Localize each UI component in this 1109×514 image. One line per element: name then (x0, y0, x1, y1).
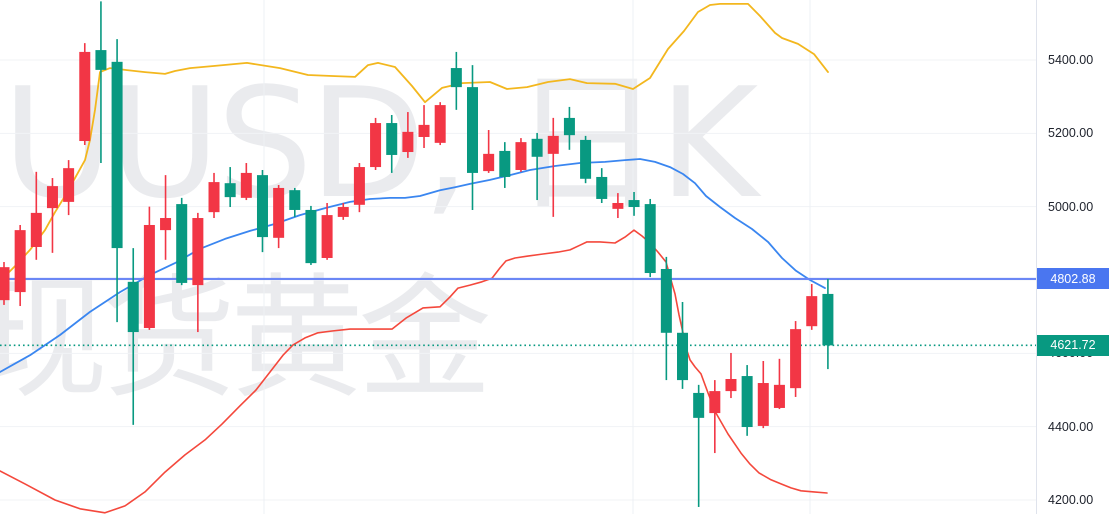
candle-body (644, 204, 656, 274)
candle-body (677, 332, 689, 381)
candle-body (757, 383, 769, 426)
candle-body (547, 135, 559, 154)
candle-body (14, 230, 26, 293)
middle_band-line (0, 158, 826, 373)
candle-body (434, 105, 446, 143)
candle-body (466, 87, 478, 173)
candle-body (143, 224, 155, 329)
price-axis-label: 5200.00 (1048, 126, 1094, 141)
candle-body (192, 218, 204, 286)
candle-body (353, 167, 365, 205)
candle-body (450, 68, 462, 88)
candle-body (483, 153, 495, 172)
candle-body (822, 293, 834, 346)
candle-body (806, 296, 818, 327)
candle-body (402, 131, 414, 153)
price-axis-label: 5000.00 (1048, 199, 1094, 214)
candle-body (563, 117, 575, 136)
candle-body (321, 215, 333, 258)
candle-body (418, 124, 430, 137)
candle-body (499, 150, 511, 177)
horizontal-line-price-label: 4802.88 (1037, 268, 1109, 290)
candle-body (273, 187, 285, 238)
candle-body (79, 51, 91, 142)
candle-body (160, 218, 172, 231)
candle-body (790, 329, 802, 389)
candle-body (208, 182, 220, 213)
candle-body (660, 268, 672, 333)
candle-body (127, 281, 139, 333)
candle-body (63, 168, 75, 202)
candle-body (709, 391, 721, 414)
candle-body (305, 209, 317, 264)
candle-body (256, 175, 268, 238)
price-axis-label: 4200.00 (1048, 493, 1094, 507)
candle-body (370, 123, 382, 168)
candle-body (337, 207, 349, 217)
lower_band-line (0, 229, 828, 514)
candle-body (0, 267, 10, 301)
candle-body (224, 183, 236, 198)
current-price-label: 4621.72 (1037, 334, 1109, 356)
candle-body (176, 204, 188, 283)
candle-body (240, 172, 252, 198)
candle-body (580, 139, 592, 179)
candle-body (741, 376, 753, 428)
candle-body (386, 123, 398, 155)
candle-body (30, 212, 42, 247)
candle-body (596, 176, 608, 199)
candle-body (111, 61, 123, 249)
candle-body (612, 202, 624, 209)
candle-body (725, 378, 737, 392)
candle-body (773, 384, 785, 408)
upper_band-line (2, 3, 829, 280)
candle-body (289, 190, 301, 210)
candle-body (515, 142, 527, 170)
price-axis-label: 5400.00 (1048, 53, 1094, 67)
candle-body (693, 392, 705, 418)
price-axis[interactable]: 4200.004400.004600.005000.005200.005400.… (1036, 0, 1109, 514)
candle-body (46, 186, 58, 209)
price-axis-label: 4400.00 (1048, 419, 1094, 434)
candle-body (95, 50, 107, 70)
candle-body (628, 200, 640, 208)
candle-body (531, 138, 543, 157)
watermark-subtitle: 现货黄金 (0, 261, 492, 417)
